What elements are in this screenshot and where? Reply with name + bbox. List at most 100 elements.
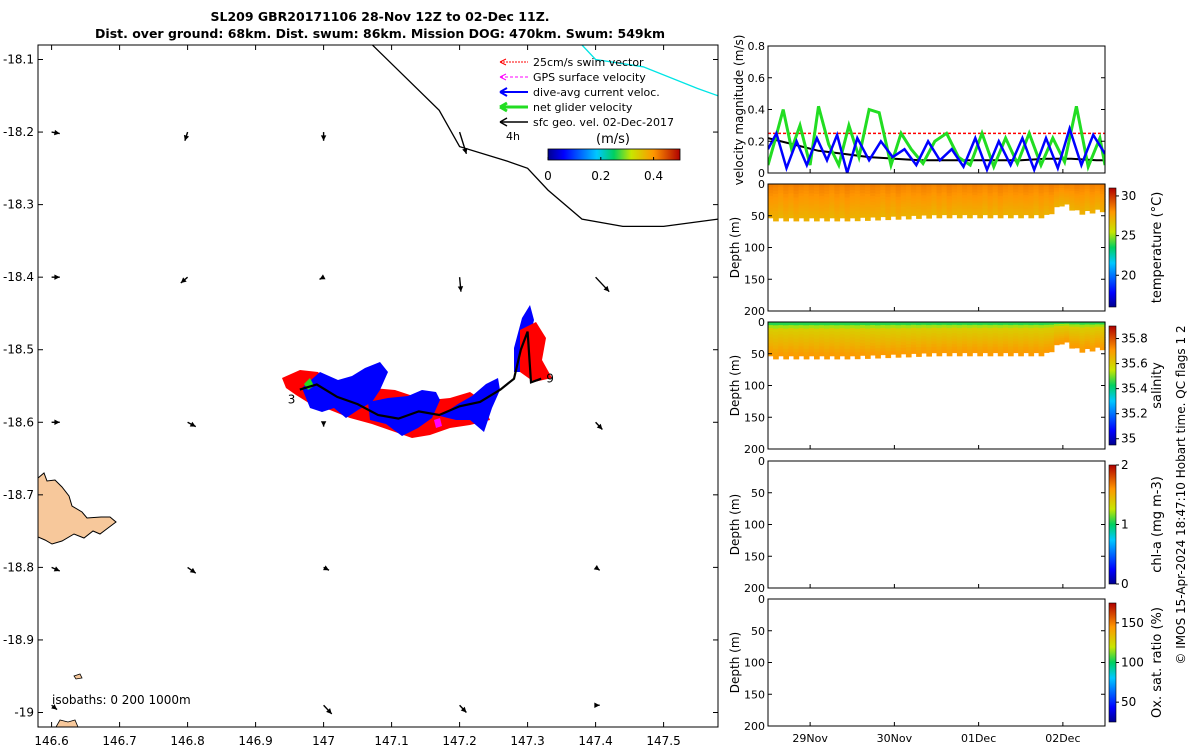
salinity-cell bbox=[977, 337, 983, 341]
salinity-cell bbox=[829, 322, 835, 326]
salinity-cell bbox=[849, 322, 856, 326]
salinity-cell bbox=[1059, 322, 1065, 325]
temperature-cell bbox=[926, 199, 932, 204]
temperature-cell bbox=[1069, 195, 1075, 199]
salinity-cell bbox=[875, 338, 881, 343]
temperature-cell bbox=[1053, 198, 1060, 202]
salinity-cell bbox=[987, 340, 994, 345]
temperature-cell bbox=[854, 184, 861, 188]
salinity-cell bbox=[1074, 343, 1081, 346]
salinity-cell bbox=[819, 337, 825, 341]
salinity-cell bbox=[972, 335, 978, 340]
salinity-cell bbox=[967, 325, 973, 329]
temperature-cell bbox=[824, 214, 830, 218]
temperature-cell bbox=[844, 200, 851, 205]
salinity-cell bbox=[1033, 327, 1040, 331]
chl-a-colorbar-tick-label: 0 bbox=[1121, 577, 1129, 591]
salinity-cell bbox=[1023, 330, 1029, 334]
salinity-cell bbox=[946, 340, 953, 345]
temperature-cell bbox=[1028, 184, 1035, 188]
temperature-cell bbox=[829, 208, 835, 213]
temperature-cell bbox=[1018, 199, 1024, 203]
salinity-cell bbox=[1059, 330, 1065, 333]
figure-title: SL209 GBR20171106 28-Nov 12Z to 02-Dec 1… bbox=[210, 9, 550, 24]
salinity-cell bbox=[1094, 328, 1101, 332]
salinity-cell bbox=[997, 334, 1004, 338]
salinity-cell bbox=[977, 331, 983, 335]
salinity-cell bbox=[1008, 352, 1014, 357]
chl-a-y-tick-label: 50 bbox=[751, 487, 765, 500]
temperature-cell bbox=[992, 186, 999, 191]
salinity-cell bbox=[926, 346, 932, 351]
salinity-cell bbox=[1099, 342, 1106, 346]
salinity-section-cells bbox=[768, 322, 1106, 360]
temperature-cell bbox=[1023, 211, 1029, 216]
salinity-cell bbox=[819, 322, 825, 326]
temperature-cell bbox=[890, 198, 897, 203]
temperature-cell bbox=[1038, 208, 1045, 213]
temperature-cell bbox=[865, 193, 871, 198]
temperature-cell bbox=[1059, 201, 1065, 205]
temperature-cell bbox=[1069, 191, 1075, 195]
geo-vector-head bbox=[593, 564, 600, 571]
temperature-cell bbox=[839, 214, 846, 219]
salinity-cell bbox=[1084, 338, 1091, 342]
salinity-cell bbox=[880, 351, 886, 356]
salinity-cell bbox=[982, 335, 989, 340]
time-x-tick-label: 02Dec bbox=[1045, 732, 1080, 745]
temperature-cell bbox=[1008, 214, 1014, 219]
salinity-cell bbox=[814, 348, 820, 353]
salinity-cell bbox=[956, 343, 963, 348]
salinity-cell bbox=[1013, 349, 1019, 354]
temperature-cell bbox=[814, 207, 820, 212]
isobath-1000m bbox=[371, 45, 718, 228]
temperature-cell bbox=[972, 197, 978, 202]
temperature-cell bbox=[778, 190, 784, 194]
salinity-cell bbox=[865, 335, 871, 340]
chl-a-y-tick-label: 100 bbox=[744, 519, 765, 532]
temperature-cell bbox=[1079, 192, 1086, 196]
salinity-cell bbox=[803, 322, 810, 326]
coastline-bottom bbox=[55, 719, 79, 727]
temperature-cell bbox=[1064, 202, 1070, 205]
salinity-cell bbox=[870, 325, 876, 329]
temperature-cell bbox=[773, 204, 779, 208]
salinity-cell bbox=[824, 325, 830, 330]
temperature-cell bbox=[824, 217, 830, 222]
temperature-cell bbox=[849, 208, 856, 213]
temperature-cell bbox=[956, 205, 963, 210]
temperature-cell bbox=[793, 200, 800, 205]
temperature-cell bbox=[946, 187, 953, 191]
salinity-cell bbox=[834, 328, 841, 333]
temperature-cell bbox=[982, 189, 989, 193]
salinity-cell bbox=[962, 333, 968, 337]
temperature-cell bbox=[972, 211, 978, 216]
salinity-cell bbox=[844, 322, 851, 326]
salinity-cell bbox=[1018, 334, 1024, 338]
salinity-cell bbox=[987, 349, 994, 354]
temperature-cell bbox=[1008, 193, 1014, 197]
salinity-cell bbox=[931, 338, 938, 343]
salinity-cell bbox=[819, 325, 825, 329]
temperature-cell bbox=[946, 211, 953, 216]
temperature-cell bbox=[1013, 203, 1019, 207]
legend-current-label: dive-avg current veloc. bbox=[533, 86, 660, 99]
salinity-cell bbox=[911, 327, 917, 332]
temperature-cell bbox=[1043, 195, 1050, 199]
temperature-cell bbox=[819, 184, 825, 188]
salinity-cell bbox=[1002, 322, 1009, 326]
salinity-cell bbox=[900, 330, 907, 335]
temperature-cell bbox=[1028, 193, 1035, 197]
salinity-cell bbox=[859, 349, 866, 353]
temperature-cell bbox=[982, 197, 989, 202]
map-colorbar-ticks: 0 0.2 0.4 bbox=[544, 157, 663, 183]
temperature-cell bbox=[1018, 193, 1024, 197]
temperature-cell bbox=[798, 205, 805, 210]
temperature-cell bbox=[844, 207, 851, 212]
salinity-cell bbox=[1023, 344, 1029, 348]
temperature-cell bbox=[890, 213, 897, 217]
temperature-cell bbox=[870, 207, 876, 212]
temperature-cell bbox=[788, 199, 795, 203]
temperature-cell bbox=[1089, 191, 1096, 196]
